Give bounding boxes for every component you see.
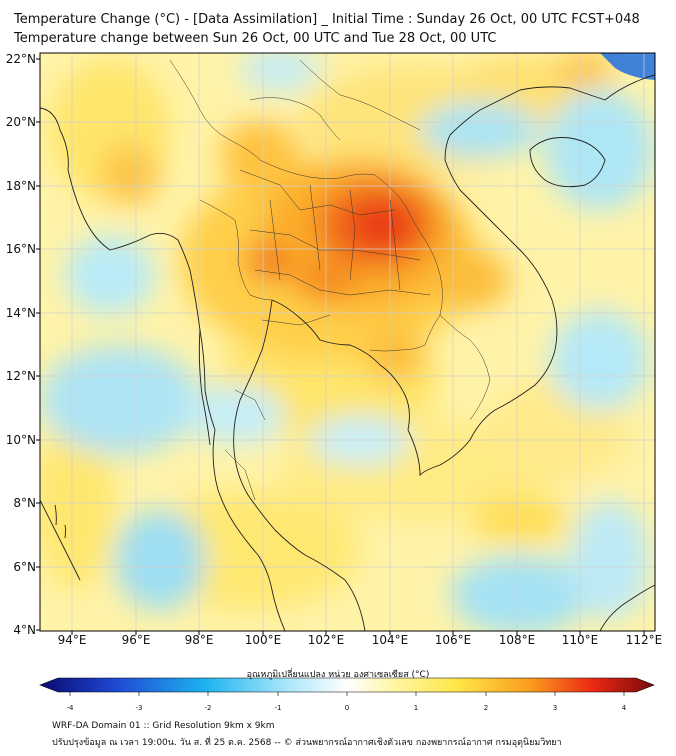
- colorbar-tick: -3: [135, 704, 143, 712]
- lat-label: 12°N: [5, 369, 36, 383]
- lat-label: 10°N: [5, 433, 36, 447]
- colorbar-tick: -2: [204, 704, 212, 712]
- coastlines: [40, 74, 655, 631]
- lat-label: 18°N: [5, 179, 36, 193]
- lon-label: 100°E: [244, 633, 282, 647]
- map-subtitle: Temperature change between Sun 26 Oct, 0…: [14, 31, 497, 46]
- colorbar-tick: -1: [274, 704, 282, 712]
- lon-label: 102°E: [307, 633, 345, 647]
- axis-ticks: [36, 58, 645, 635]
- lat-label: 14°N: [5, 306, 36, 320]
- temperature-field: [40, 53, 655, 631]
- colorbar-tick: 3: [552, 704, 558, 712]
- lon-label: 96°E: [121, 633, 151, 647]
- lat-label: 8°N: [13, 496, 36, 510]
- footer-model-info: WRF-DA Domain 01 :: Grid Resolution 9km …: [52, 721, 275, 731]
- lon-label: 108°E: [498, 633, 536, 647]
- admin-borders: [169, 59, 491, 501]
- graticule: [40, 53, 655, 631]
- colorbar-title: อุณหภูมิเปลี่ยนแปลง หน่วย องศาเซลเซียส (…: [246, 670, 430, 680]
- colorbar-tick: 4: [621, 704, 627, 712]
- lat-label: 16°N: [5, 242, 36, 256]
- colorbar-tick: -4: [66, 704, 74, 712]
- lat-label: 4°N: [13, 623, 36, 637]
- colorbar-tick: 1: [413, 704, 419, 712]
- lon-label: 94°E: [57, 633, 87, 647]
- lon-label: 104°E: [371, 633, 409, 647]
- colorbar: [39, 677, 655, 696]
- map-title: Temperature Change (°C) - [Data Assimila…: [14, 12, 640, 27]
- lon-label: 110°E: [561, 633, 599, 647]
- lon-label: 112°E: [625, 633, 663, 647]
- colorbar-tick: 0: [344, 704, 350, 712]
- lat-label: 6°N: [13, 560, 36, 574]
- footer-credits: ปรับปรุงข้อมูล ณ เวลา 19:00น. วัน ส. ที่…: [52, 738, 562, 748]
- lon-label: 98°E: [184, 633, 214, 647]
- lat-label: 20°N: [5, 115, 36, 129]
- lat-label: 22°N: [5, 52, 36, 66]
- lon-label: 106°E: [434, 633, 472, 647]
- colorbar-tick: 2: [483, 704, 489, 712]
- map-frame: [39, 52, 656, 632]
